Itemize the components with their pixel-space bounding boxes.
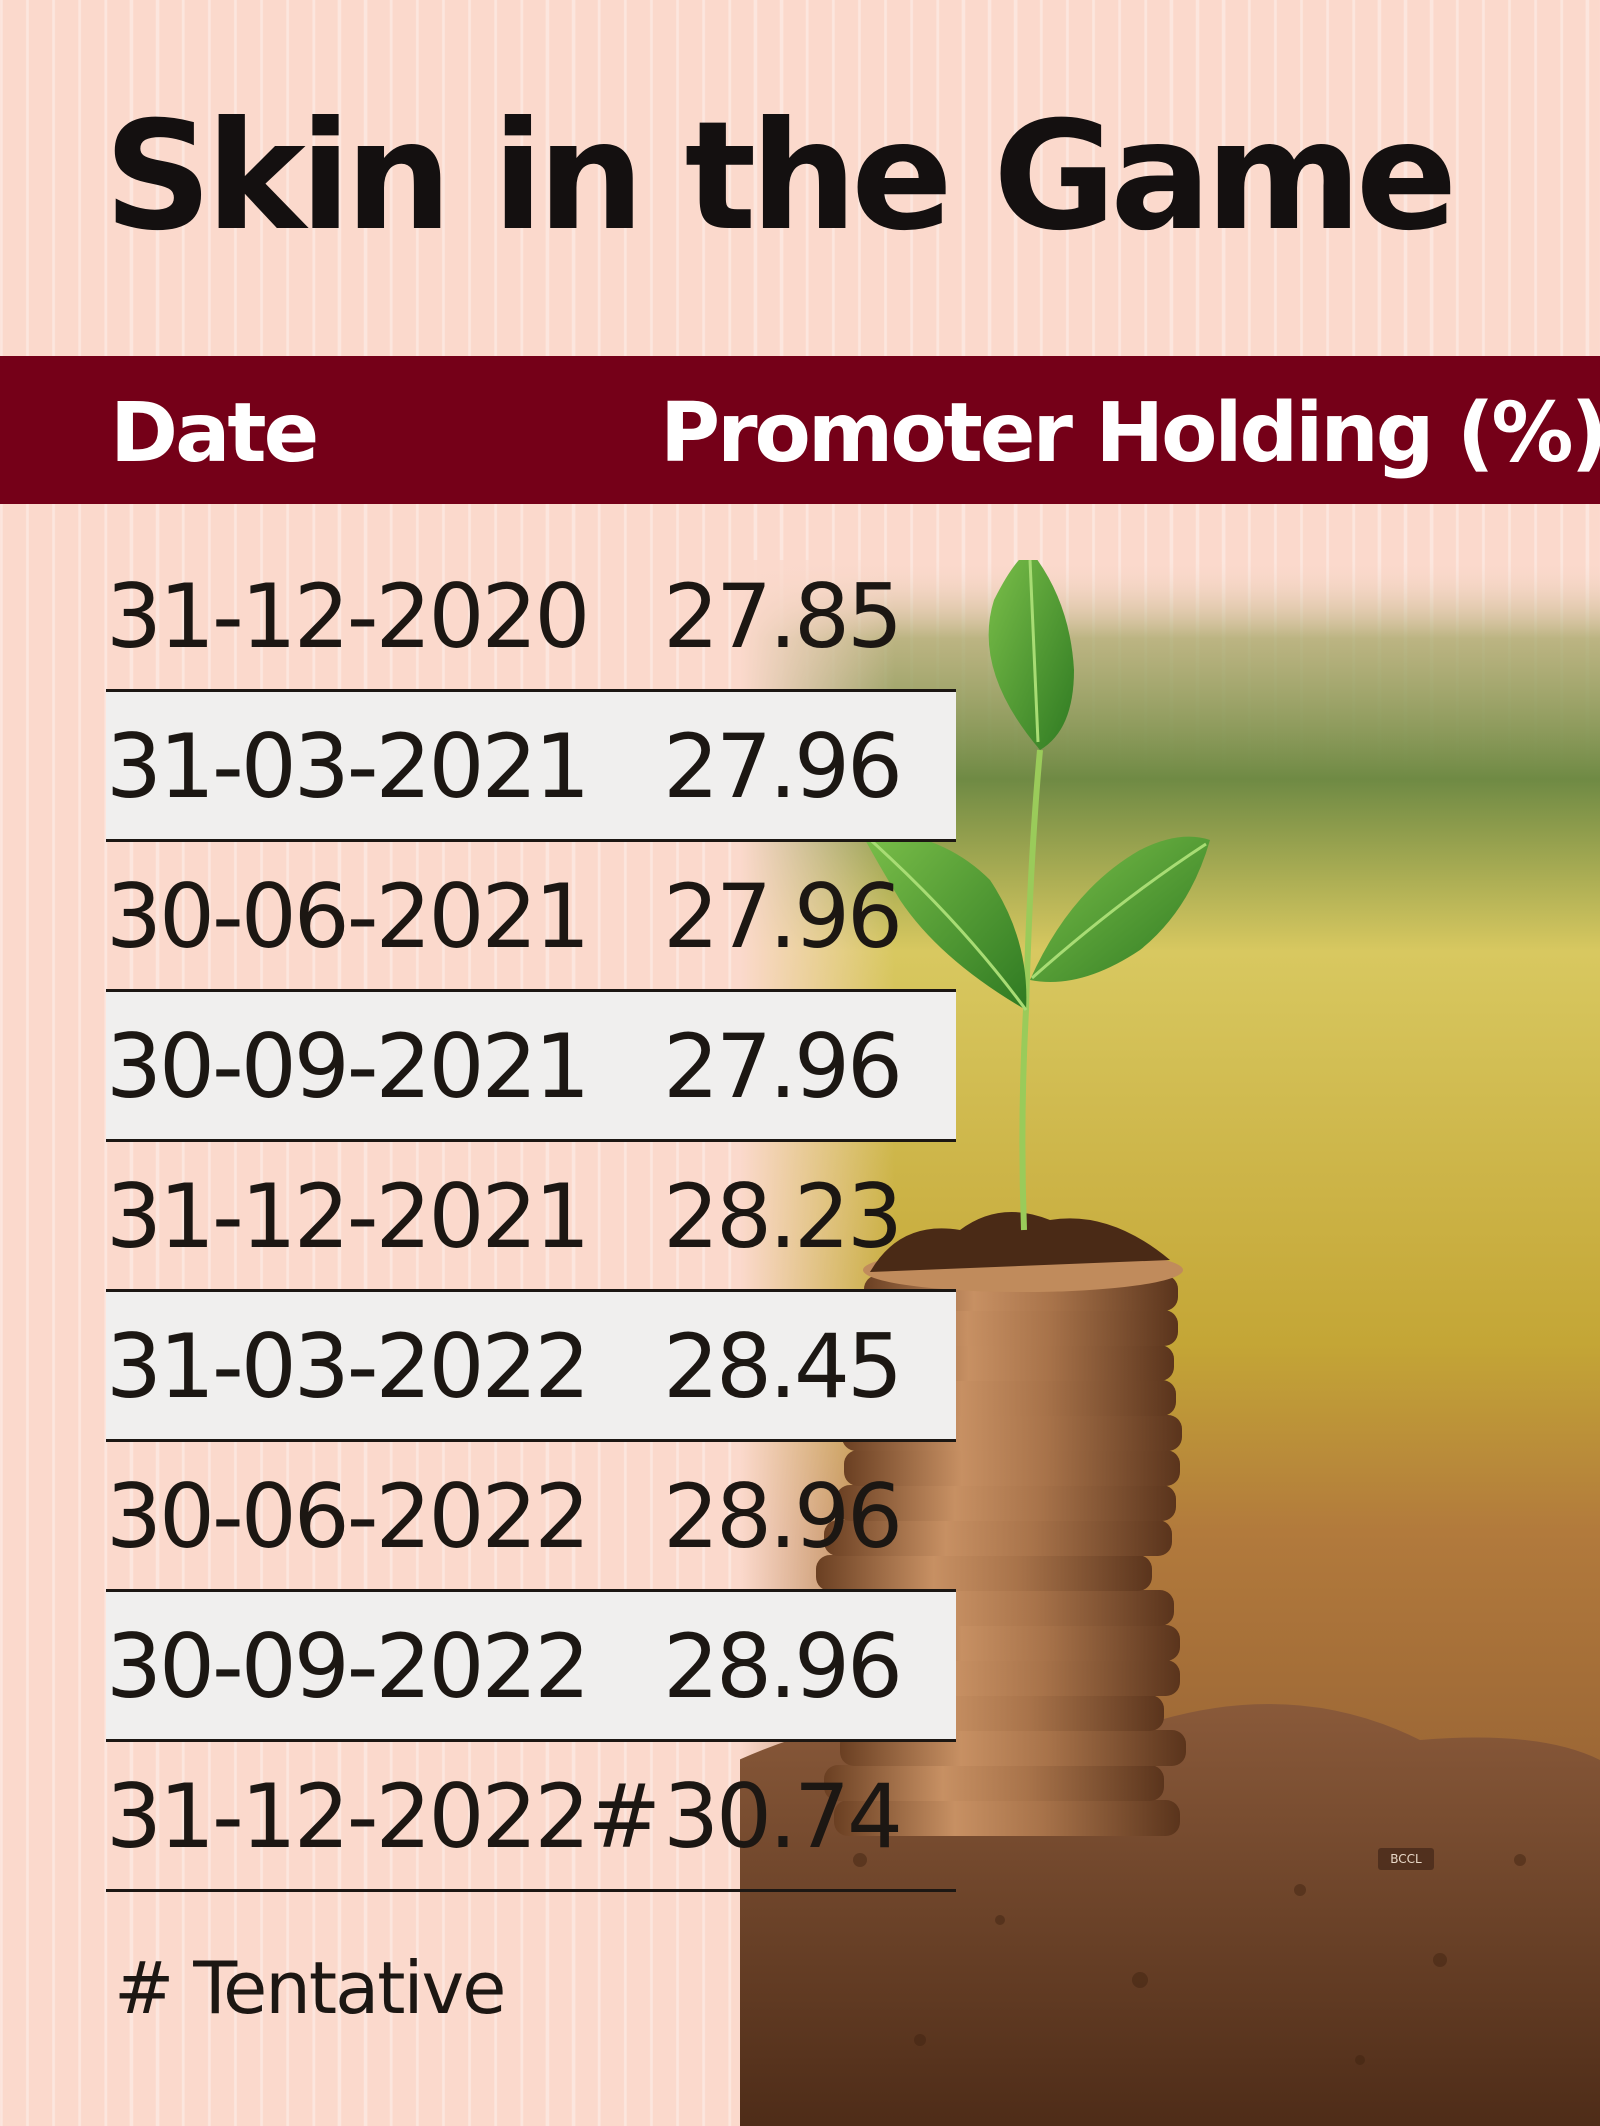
table-row: 31-12-2020 27.85 <box>106 542 956 692</box>
column-header-promoter-holding: Promoter Holding (%) <box>660 386 1600 481</box>
table-row: 31-12-2022# 30.74 <box>106 1742 956 1892</box>
date-cell: 31-03-2022 <box>106 1315 590 1418</box>
value-cell: 28.96 <box>663 1615 903 1718</box>
value-cell: 27.85 <box>663 565 903 668</box>
table-header-bar <box>0 356 1600 504</box>
value-cell: 27.96 <box>663 865 903 968</box>
value-cell: 27.96 <box>663 1015 903 1118</box>
sapling-icon <box>860 560 1210 1231</box>
row-divider <box>106 689 956 692</box>
column-header-date: Date <box>110 386 319 481</box>
table-row: 30-09-2021 27.96 <box>106 992 956 1142</box>
row-divider <box>106 1439 956 1442</box>
value-cell: 28.96 <box>663 1465 903 1568</box>
value-cell: 30.74 <box>663 1765 903 1868</box>
date-cell: 31-03-2021 <box>106 715 590 818</box>
row-divider <box>106 1289 956 1292</box>
table-row: 31-03-2021 27.96 <box>106 692 956 842</box>
table-row: 30-06-2022 28.96 <box>106 1442 956 1592</box>
date-cell: 31-12-2022# <box>106 1765 661 1868</box>
date-cell: 31-12-2021 <box>106 1165 590 1268</box>
value-cell: 27.96 <box>663 715 903 818</box>
date-cell: 30-06-2021 <box>106 865 590 968</box>
photo-credit: BCCL <box>1378 1848 1434 1870</box>
date-cell: 30-09-2022 <box>106 1615 590 1718</box>
table-row: 30-06-2021 27.96 <box>106 842 956 992</box>
value-cell: 28.45 <box>663 1315 903 1418</box>
row-divider <box>106 1139 956 1142</box>
row-divider <box>106 1739 956 1742</box>
table-row: 31-03-2022 28.45 <box>106 1292 956 1442</box>
row-divider <box>106 1589 956 1592</box>
date-cell: 31-12-2020 <box>106 565 590 668</box>
row-divider <box>106 839 956 842</box>
row-divider <box>106 989 956 992</box>
value-cell: 28.23 <box>663 1165 903 1268</box>
footnote: # Tentative <box>114 1946 506 2030</box>
row-divider <box>106 1889 956 1892</box>
page-title: Skin in the Game <box>104 90 1457 264</box>
date-cell: 30-06-2022 <box>106 1465 590 1568</box>
table-row: 30-09-2022 28.96 <box>106 1592 956 1742</box>
table-row: 31-12-2021 28.23 <box>106 1142 956 1292</box>
date-cell: 30-09-2021 <box>106 1015 590 1118</box>
